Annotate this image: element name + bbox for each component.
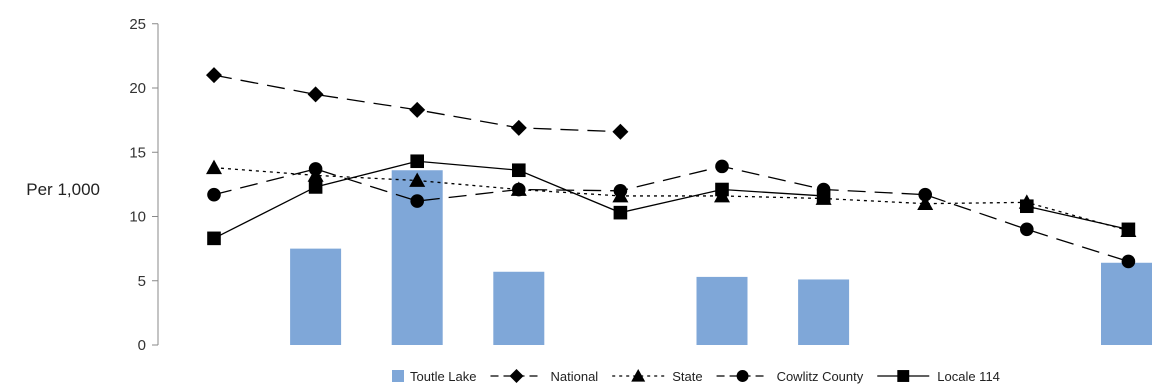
point-locale-114 (613, 205, 628, 220)
point-cowlitz-county (918, 187, 932, 202)
legend-marker (897, 370, 910, 382)
point-cowlitz-county (613, 184, 628, 198)
point-locale-114 (715, 182, 729, 197)
point-cowlitz-county (410, 194, 425, 208)
legend-item-state: State (612, 369, 703, 384)
point-locale-114 (512, 163, 526, 178)
line-cowlitz-county (213, 165, 1129, 263)
y-tick-label: 10 (129, 209, 146, 226)
legend-marker (736, 370, 749, 382)
bar-toutle-lake (493, 271, 545, 345)
point-locale-114 (816, 189, 831, 203)
legend: Toutle Lake National State Cowlitz County Lo… (392, 369, 1000, 384)
y-tick-label: 25 (129, 16, 146, 33)
point-locale-114 (1020, 199, 1034, 214)
point-locale-114 (410, 154, 424, 169)
legend-label: National (551, 369, 599, 384)
point-cowlitz-county (1121, 254, 1136, 269)
legend-label: State (672, 369, 702, 384)
point-state (409, 172, 426, 187)
point-cowlitz-county (715, 159, 729, 174)
y-tick-label: 15 (129, 144, 146, 161)
bar-toutle-lake (696, 276, 748, 345)
point-locale-114 (1121, 222, 1136, 237)
series-cowlitz-county (207, 159, 1136, 269)
point-cowlitz-county (1020, 222, 1034, 237)
legend-item-locale-114: Locale 114 (877, 369, 1000, 384)
point-locale-114 (308, 180, 323, 194)
legend-item-national: National (490, 369, 599, 384)
line-state (213, 167, 1129, 232)
series-locale-114 (207, 154, 1136, 246)
point-cowlitz-county (308, 162, 323, 176)
point-national (307, 86, 324, 103)
y-tick-label: 20 (129, 80, 146, 97)
legend-label: Cowlitz County (777, 369, 864, 384)
y-tick-label: 5 (138, 273, 146, 290)
y-axis-label: Per 1,000 (26, 180, 100, 199)
series-state (206, 159, 1137, 238)
legend-marker (631, 369, 646, 382)
point-locale-114 (207, 231, 221, 246)
point-national (612, 123, 629, 140)
bar-toutle-lake (290, 248, 342, 345)
point-cowlitz-county (512, 182, 526, 197)
legend-label: Locale 114 (937, 369, 1000, 384)
line-locale-114 (1026, 205, 1129, 230)
y-tick-label: 0 (138, 337, 146, 354)
point-state (917, 195, 934, 211)
legend-marker (509, 369, 524, 383)
point-national (510, 119, 527, 136)
point-national (206, 67, 222, 84)
point-cowlitz-county (207, 187, 221, 202)
legend-item-cowlitz-county: Cowlitz County (716, 369, 864, 384)
line-series (206, 67, 1137, 269)
legend-item-toutle-lake: Toutle Lake (392, 369, 477, 384)
y-axis: 0 5 10 15 20 25 (129, 16, 159, 354)
bar-toutle-lake (798, 279, 850, 345)
point-state (206, 159, 222, 175)
point-national (409, 101, 426, 118)
legend-swatch (392, 370, 404, 382)
bar-toutle-lake (1101, 262, 1152, 345)
legend-label: Toutle Lake (410, 369, 477, 384)
series-national (206, 67, 629, 140)
